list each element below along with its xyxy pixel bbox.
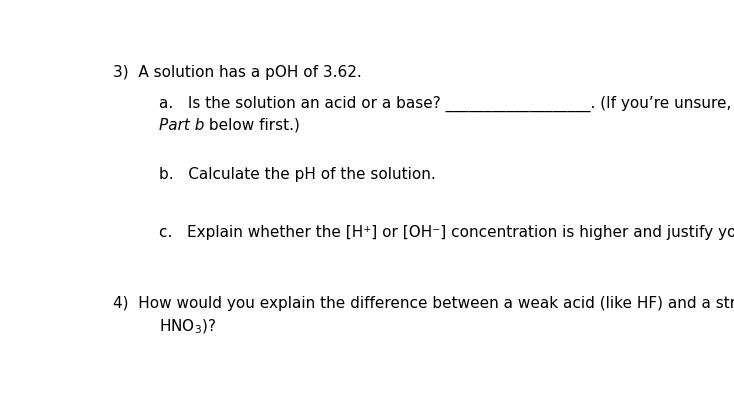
Text: HNO$_3$)?: HNO$_3$)? <box>159 317 216 335</box>
Text: below first.): below first.) <box>204 117 300 133</box>
Text: Part b: Part b <box>159 117 204 133</box>
Text: a.   Is the solution an acid or a base? ___________________. (If you’re unsure, : a. Is the solution an acid or a base? __… <box>159 96 734 112</box>
Text: c.   Explain whether the [H⁺] or [OH⁻] concentration is higher and justify your : c. Explain whether the [H⁺] or [OH⁻] con… <box>159 224 734 239</box>
Text: b.   Calculate the pH of the solution.: b. Calculate the pH of the solution. <box>159 167 435 182</box>
Text: 3)  A solution has a pOH of 3.62.: 3) A solution has a pOH of 3.62. <box>113 65 362 80</box>
Text: 4)  How would you explain the difference between a weak acid (like HF) and a str: 4) How would you explain the difference … <box>113 295 734 310</box>
